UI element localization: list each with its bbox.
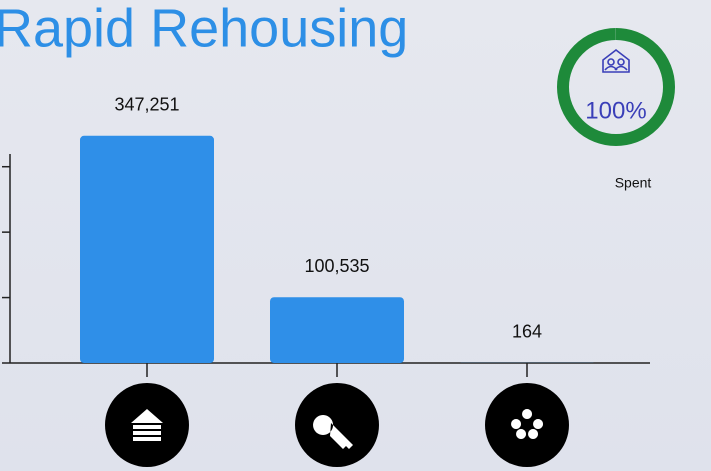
category-glyph xyxy=(131,409,163,441)
category-glyph xyxy=(313,415,353,449)
gauge-value: 100% xyxy=(585,97,646,124)
bar xyxy=(80,135,214,363)
value-label: 164 xyxy=(512,322,542,342)
page-title: Rapid Rehousing xyxy=(0,0,408,58)
gauge-caption: Spent xyxy=(615,175,652,191)
gauge-ring xyxy=(557,28,675,146)
category-icon xyxy=(485,383,569,467)
value-label: 347,251 xyxy=(114,95,179,115)
value-label: 100,535 xyxy=(304,256,369,276)
category-glyph xyxy=(511,409,544,439)
category-icon xyxy=(295,383,379,467)
gauge-icon xyxy=(602,48,630,73)
bar xyxy=(270,297,404,363)
gauge: 100% Spent xyxy=(585,48,652,191)
